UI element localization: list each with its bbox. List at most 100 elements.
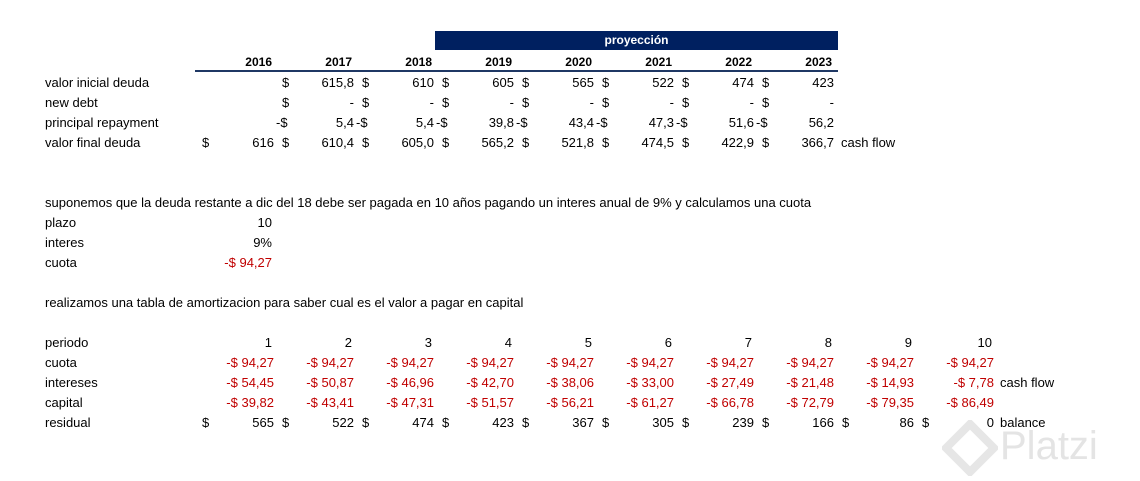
debt-cell-currency: $ xyxy=(682,95,690,110)
amort-cell: -$ 94,27 xyxy=(466,355,514,370)
debt-cell-currency: $ xyxy=(602,95,610,110)
period-number: 2 xyxy=(344,335,352,350)
year-header: 2017 xyxy=(325,55,352,69)
row-label: principal repayment xyxy=(45,115,159,130)
debt-cell-currency: $ xyxy=(762,75,770,90)
debt-cell-value: - xyxy=(749,95,754,110)
amort-cell-value: 522 xyxy=(332,415,354,430)
amort-cell: -$ 94,27 xyxy=(866,355,914,370)
year-header: 2019 xyxy=(485,55,512,69)
amort-cell-currency: $ xyxy=(522,415,530,430)
debt-cell-value: 521,8 xyxy=(561,135,594,150)
period-number: 4 xyxy=(504,335,512,350)
amort-cell-value: 305 xyxy=(652,415,674,430)
debt-cell-value: 5,4 xyxy=(335,115,354,130)
debt-cell-value: 565,2 xyxy=(481,135,514,150)
amort-cell: -$ 61,27 xyxy=(626,395,674,410)
debt-cell-currency: $ xyxy=(442,95,450,110)
amort-cell: -$ 72,79 xyxy=(786,395,834,410)
debt-cell-currency: -$ xyxy=(516,115,528,130)
debt-cell-value: 565 xyxy=(572,75,594,90)
amort-cell-value: 367 xyxy=(572,415,594,430)
period-number: 3 xyxy=(424,335,432,350)
period-number: 10 xyxy=(977,335,992,350)
debt-cell-value: - xyxy=(349,95,354,110)
amort-cell: -$ 94,27 xyxy=(706,355,754,370)
row-label: valor inicial deuda xyxy=(45,75,150,90)
watermark-logo xyxy=(942,420,998,476)
year-header: 2016 xyxy=(245,55,272,69)
amort-cell: -$ 94,27 xyxy=(386,355,434,370)
row-label: periodo xyxy=(45,335,89,350)
debt-cell-value: 474,5 xyxy=(641,135,674,150)
amort-cell-currency: $ xyxy=(282,415,290,430)
year-header: 2023 xyxy=(805,55,832,69)
debt-cell-value: 615,8 xyxy=(321,75,354,90)
debt-cell-value: 605,0 xyxy=(401,135,434,150)
amort-cell: -$ 42,70 xyxy=(466,375,514,390)
projection-banner: proyección xyxy=(435,31,838,50)
debt-cell-value: - xyxy=(829,95,834,110)
amort-cell: -$ 94,27 xyxy=(626,355,674,370)
debt-cell-currency: $ xyxy=(442,75,450,90)
amort-cell-currency: $ xyxy=(682,415,690,430)
amort-cell: -$ 38,06 xyxy=(546,375,594,390)
amort-cell: -$ 79,35 xyxy=(866,395,914,410)
debt-cell-currency: $ xyxy=(442,135,450,150)
debt-cell-currency: -$ xyxy=(756,115,768,130)
amort-cell: -$ 94,27 xyxy=(546,355,594,370)
period-number: 6 xyxy=(664,335,672,350)
debt-cell-value: 5,4 xyxy=(415,115,434,130)
debt-cell-currency: -$ xyxy=(436,115,448,130)
amort-cell: -$ 47,31 xyxy=(386,395,434,410)
amort-cell: -$ 14,93 xyxy=(866,375,914,390)
debt-cell-value: 474 xyxy=(732,75,754,90)
amort-cell-value: 474 xyxy=(412,415,434,430)
debt-cell-value: - xyxy=(589,95,594,110)
debt-cell-currency: $ xyxy=(202,135,210,150)
debt-cell-value: 56,2 xyxy=(808,115,834,130)
row-label: new debt xyxy=(45,95,98,110)
watermark: Platzi xyxy=(1000,424,1098,468)
amort-cell: -$ 39,82 xyxy=(226,395,274,410)
debt-cell-currency: $ xyxy=(282,75,290,90)
debt-cell-currency: -$ xyxy=(356,115,368,130)
debt-cell-currency: -$ xyxy=(676,115,688,130)
period-number: 7 xyxy=(744,335,752,350)
debt-cell-currency: $ xyxy=(362,75,370,90)
row-label: cuota xyxy=(45,355,77,370)
debt-cell-value: 51,6 xyxy=(728,115,754,130)
debt-cell-currency: $ xyxy=(602,135,610,150)
param-value: -$ 94,27 xyxy=(224,255,272,270)
param-label: interes xyxy=(45,235,85,250)
amort-cell-currency: $ xyxy=(602,415,610,430)
amort-cell: -$ 46,96 xyxy=(386,375,434,390)
amort-cell-value: 86 xyxy=(899,415,914,430)
debt-cell-value: - xyxy=(669,95,674,110)
year-header: 2020 xyxy=(565,55,592,69)
debt-cell-currency: $ xyxy=(522,135,530,150)
assumption-text: suponemos que la deuda restante a dic de… xyxy=(45,195,812,210)
amort-cell: -$ 86,49 xyxy=(946,395,994,410)
debt-cell-value: 610,4 xyxy=(321,135,354,150)
debt-cell-currency: $ xyxy=(282,135,290,150)
row-note: cash flow xyxy=(1000,375,1055,390)
amort-cell: -$ 94,27 xyxy=(786,355,834,370)
amort-cell-currency: $ xyxy=(202,415,210,430)
amort-cell: -$ 94,27 xyxy=(226,355,274,370)
amort-cell: -$ 54,45 xyxy=(226,375,274,390)
row-note: cash flow xyxy=(841,135,896,150)
period-number: 9 xyxy=(904,335,912,350)
amort-cell: -$ 50,87 xyxy=(306,375,354,390)
amort-cell-currency: $ xyxy=(442,415,450,430)
debt-cell-value: 610 xyxy=(412,75,434,90)
amort-cell-currency: $ xyxy=(362,415,370,430)
param-label: cuota xyxy=(45,255,77,270)
amort-cell-value: 0 xyxy=(986,415,994,430)
amort-cell-currency: $ xyxy=(922,415,930,430)
debt-cell-currency: $ xyxy=(522,75,530,90)
amort-cell-value: 565 xyxy=(252,415,274,430)
period-number: 5 xyxy=(584,335,592,350)
debt-cell-currency: -$ xyxy=(276,115,288,130)
amortization-intro: realizamos una tabla de amortizacion par… xyxy=(45,295,524,310)
